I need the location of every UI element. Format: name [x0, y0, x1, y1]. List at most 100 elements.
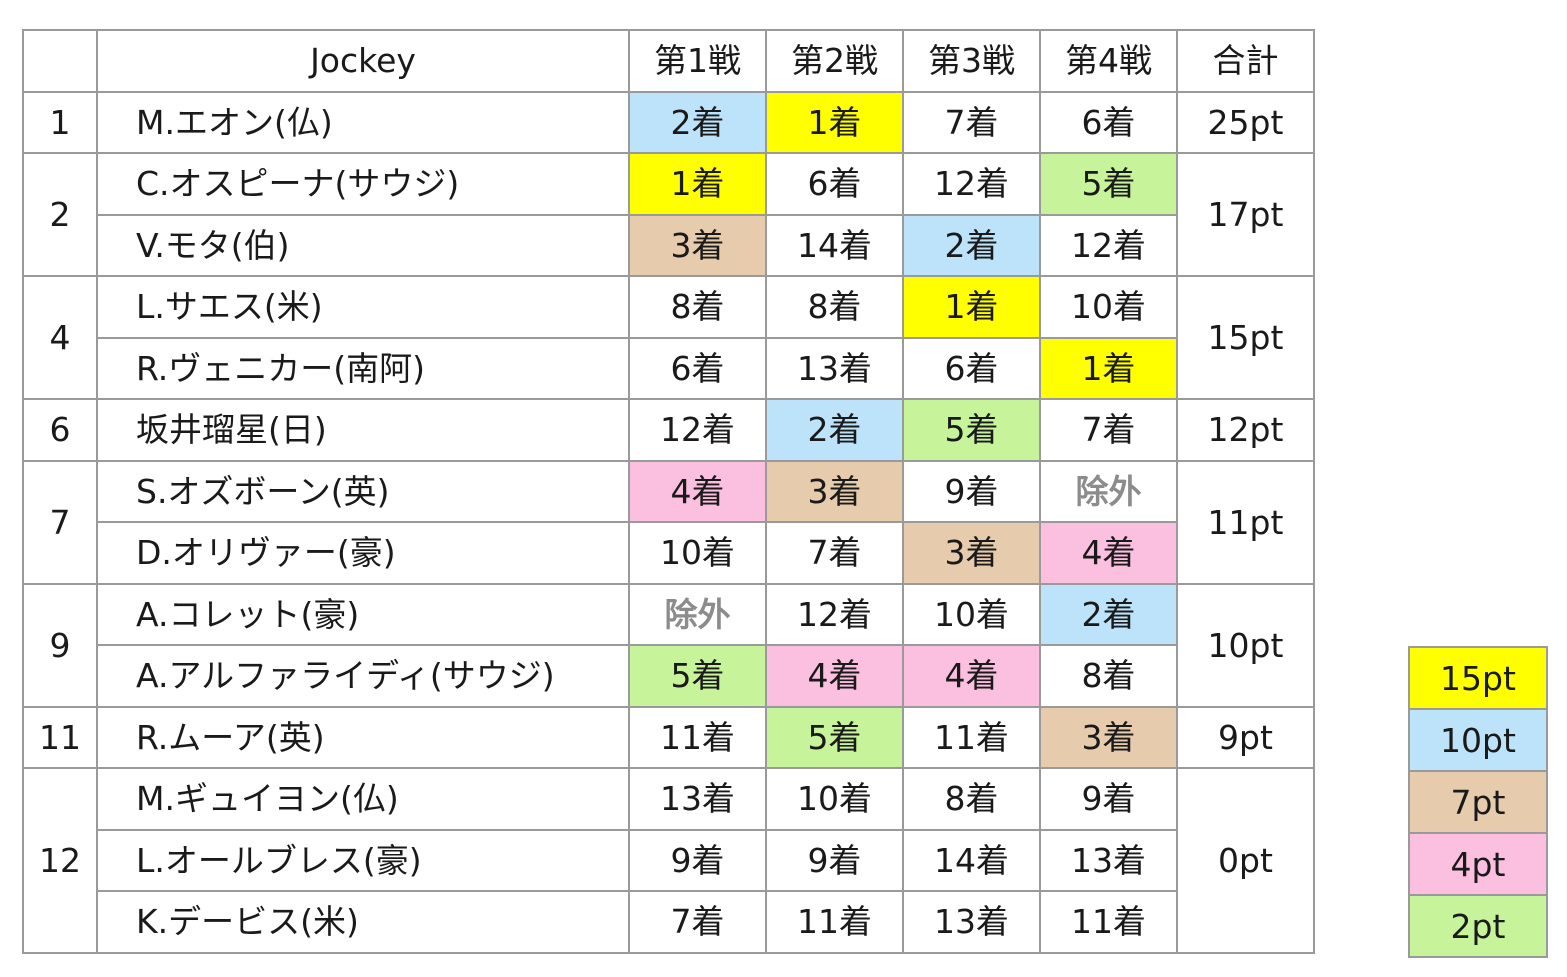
race-1-result-cell: 6着	[628, 336, 767, 400]
table-row: 2 C.オスピーナ(サウジ) 1着 6着 12着 5着 17pt	[22, 152, 1315, 277]
race-2-result-cell: 1着	[765, 90, 904, 154]
race-1-result-cell: 13着	[628, 767, 767, 831]
total-points-cell: 17pt	[1176, 152, 1315, 277]
total-points-cell: 9pt	[1176, 705, 1315, 769]
table-row: 1 M.エオン(仏) 2着 1着 7着 6着 25pt	[22, 90, 1315, 154]
legend-row: 15pt	[1408, 646, 1548, 710]
race-1-result-cell: 9着	[628, 828, 767, 892]
table-row: 4 L.サエス(米) 8着 8着 1着 10着 15pt	[22, 275, 1315, 400]
jockey-name-cell: K.デービス(米)	[96, 890, 630, 954]
jockey-name-cell: S.オズボーン(英)	[96, 459, 630, 523]
race-1-result-cell: 8着	[628, 275, 767, 339]
race-1-result-cell: 10着	[628, 521, 767, 585]
jockey-name-cell: R.ヴェニカー(南阿)	[96, 336, 630, 400]
race-4-result-cell: 7着	[1039, 398, 1178, 462]
race-4-result-cell: 6着	[1039, 90, 1178, 154]
legend-swatch: 4pt	[1408, 832, 1548, 896]
jockey-name-cell: R.ムーア(英)	[96, 705, 630, 769]
results-body: 1 M.エオン(仏) 2着 1着 7着 6着 25pt 2 C.オスピーナ(サウジ) 1着 6着 12…	[22, 90, 1315, 954]
rank-cell: 12	[22, 767, 98, 954]
race-2-result-cell: 6着	[765, 152, 904, 216]
table-row: 12 M.ギュイヨン(仏) 13着 10着 8着 9着 0pt	[22, 767, 1315, 954]
race-2-result-cell: 5着	[765, 705, 904, 769]
race-1-result-cell: 除外	[628, 582, 767, 646]
jockey-name-cell: C.オスピーナ(サウジ)	[96, 152, 630, 216]
race-3-result-cell: 6着	[902, 336, 1041, 400]
table-row: 11 R.ムーア(英) 11着 5着 11着 3着 9pt	[22, 705, 1315, 769]
header-race-4: 第4戦	[1039, 29, 1178, 93]
rank-cell: 1	[22, 90, 98, 154]
table-row: 6 坂井瑠星(日) 12着 2着 5着 7着 12pt	[22, 398, 1315, 462]
header-total: 合計	[1176, 29, 1315, 93]
header-race-1: 第1戦	[628, 29, 767, 93]
race-4-result-cell: 5着	[1039, 152, 1178, 216]
jockey-name-cell: L.サエス(米)	[96, 275, 630, 339]
legend-swatch: 2pt	[1408, 894, 1548, 958]
table-row: L.オールブレス(豪) 9着 9着 14着 13着	[23, 828, 1314, 892]
race-1-result-cell: 1着	[628, 152, 767, 216]
race-3-result-cell: 14着	[902, 828, 1041, 892]
race-4-result-cell: 9着	[1039, 767, 1178, 831]
rank-cell: 9	[22, 582, 98, 708]
race-2-result-cell: 2着	[765, 398, 904, 462]
total-points-cell: 10pt	[1176, 582, 1315, 708]
race-2-result-cell: 9着	[765, 828, 904, 892]
total-points-cell: 15pt	[1176, 275, 1315, 400]
race-2-result-cell: 14着	[765, 213, 904, 277]
race-4-result-cell: 除外	[1039, 459, 1178, 523]
race-2-result-cell: 10着	[765, 767, 904, 831]
race-3-result-cell: 8着	[902, 767, 1041, 831]
jockey-name-cell: A.アルファライディ(サウジ)	[96, 644, 630, 708]
table-row: 9 A.コレット(豪) 除外 12着 10着 2着 10pt	[22, 582, 1315, 708]
race-3-result-cell: 1着	[902, 275, 1041, 339]
race-3-result-cell: 9着	[902, 459, 1041, 523]
jockey-name-cell: 坂井瑠星(日)	[96, 398, 630, 462]
results-table: Jockey 第1戦 第2戦 第3戦 第4戦 合計 1 M.エオン(仏) 2着 1着 7…	[22, 29, 1315, 954]
table-row: K.デービス(米) 7着 11着 13着 11着	[23, 890, 1314, 954]
legend-row: 2pt	[1408, 894, 1548, 958]
race-2-result-cell: 12着	[765, 582, 904, 646]
race-3-result-cell: 3着	[902, 521, 1041, 585]
jockey-name-cell: L.オールブレス(豪)	[96, 828, 630, 892]
table-row: 7 S.オズボーン(英) 4着 3着 9着 除外 11pt	[22, 459, 1315, 585]
race-3-result-cell: 7着	[902, 90, 1041, 154]
jockey-name-cell: M.エオン(仏)	[96, 90, 630, 154]
race-2-result-cell: 13着	[765, 336, 904, 400]
race-2-result-cell: 4着	[765, 644, 904, 708]
legend-row: 10pt	[1408, 708, 1548, 772]
total-points-cell: 25pt	[1176, 90, 1315, 154]
rank-cell: 2	[22, 152, 98, 277]
race-3-result-cell: 4着	[902, 644, 1041, 708]
jockey-name-cell: A.コレット(豪)	[96, 582, 630, 646]
table-row: A.アルファライディ(サウジ) 5着 4着 4着 8着	[23, 644, 1314, 708]
legend-row: 7pt	[1408, 770, 1548, 834]
race-3-result-cell: 10着	[902, 582, 1041, 646]
race-2-result-cell: 7着	[765, 521, 904, 585]
race-4-result-cell: 3着	[1039, 705, 1178, 769]
race-4-result-cell: 13着	[1039, 828, 1178, 892]
total-points-cell: 12pt	[1176, 398, 1315, 462]
race-4-result-cell: 2着	[1039, 582, 1178, 646]
table-row: V.モタ(伯) 3着 14着 2着 12着	[23, 213, 1314, 277]
race-2-result-cell: 8着	[765, 275, 904, 339]
total-points-cell: 11pt	[1176, 459, 1315, 585]
race-3-result-cell: 11着	[902, 705, 1041, 769]
header-row: Jockey 第1戦 第2戦 第3戦 第4戦 合計	[22, 29, 1315, 93]
legend-swatch: 7pt	[1408, 770, 1548, 834]
header-race-3: 第3戦	[902, 29, 1041, 93]
legend-swatch: 15pt	[1408, 646, 1548, 710]
rank-cell: 7	[22, 459, 98, 585]
rank-cell: 6	[22, 398, 98, 462]
race-2-result-cell: 3着	[765, 459, 904, 523]
header-race-2: 第2戦	[765, 29, 904, 93]
race-1-result-cell: 7着	[628, 890, 767, 954]
race-4-result-cell: 11着	[1039, 890, 1178, 954]
race-2-result-cell: 11着	[765, 890, 904, 954]
jockey-name-cell: D.オリヴァー(豪)	[96, 521, 630, 585]
table-row: R.ヴェニカー(南阿) 6着 13着 6着 1着	[23, 336, 1314, 400]
legend-swatch: 10pt	[1408, 708, 1548, 772]
legend-row: 4pt	[1408, 832, 1548, 896]
race-1-result-cell: 11着	[628, 705, 767, 769]
race-1-result-cell: 2着	[628, 90, 767, 154]
points-legend: 15pt 10pt 7pt 4pt 2pt	[1408, 646, 1548, 958]
